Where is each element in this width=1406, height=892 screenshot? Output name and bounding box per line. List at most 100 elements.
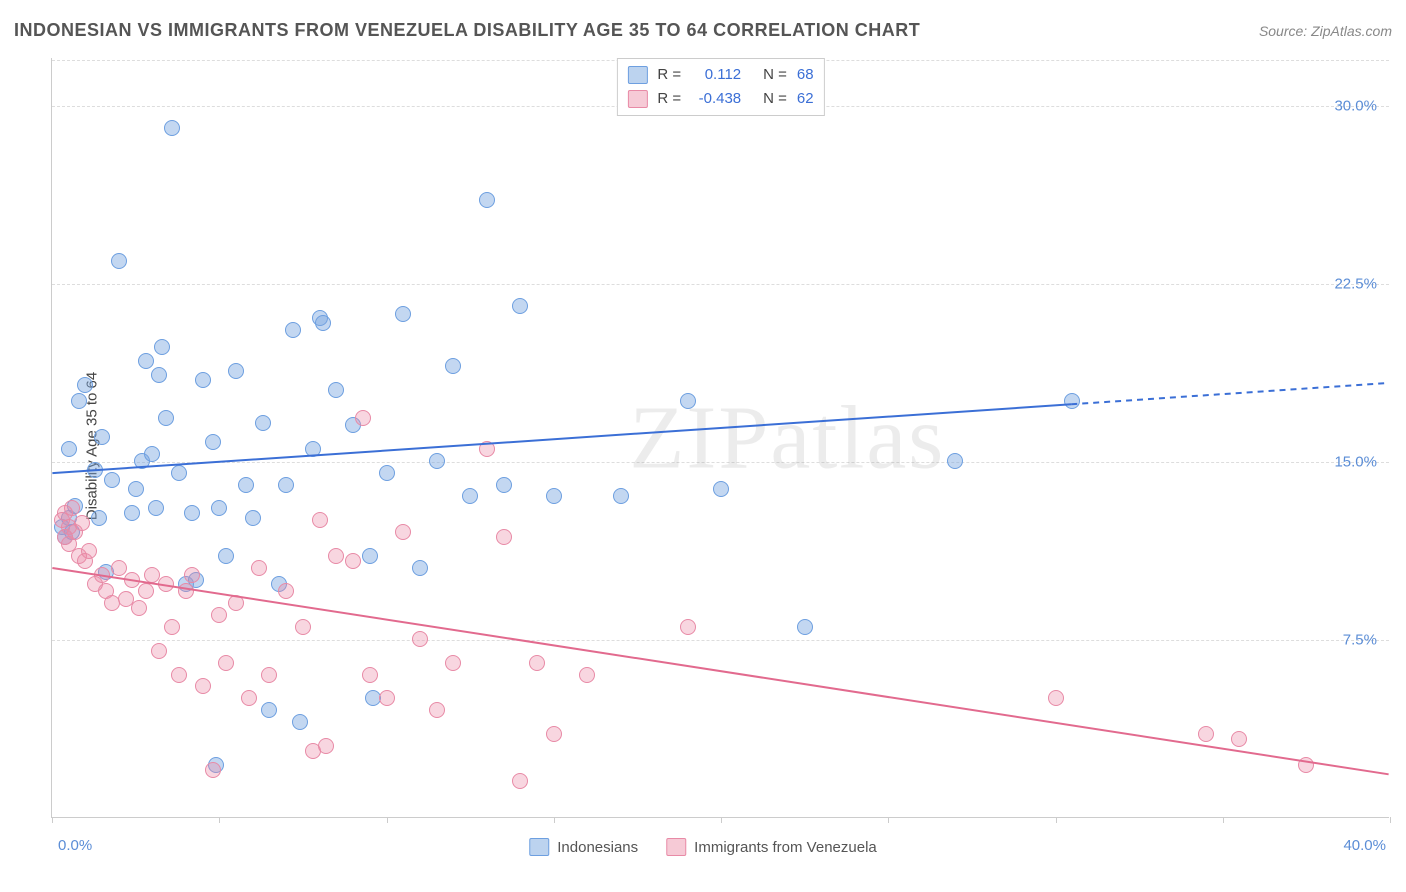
data-point bbox=[285, 322, 301, 338]
data-point bbox=[292, 714, 308, 730]
data-point bbox=[184, 567, 200, 583]
data-point bbox=[241, 690, 257, 706]
data-point bbox=[429, 702, 445, 718]
data-point bbox=[278, 583, 294, 599]
data-point bbox=[195, 372, 211, 388]
data-point bbox=[151, 643, 167, 659]
data-point bbox=[1298, 757, 1314, 773]
data-point bbox=[94, 429, 110, 445]
data-point bbox=[228, 363, 244, 379]
data-point bbox=[315, 315, 331, 331]
legend-n2-value: 62 bbox=[797, 87, 814, 111]
legend-r2-value: -0.438 bbox=[691, 87, 741, 111]
data-point bbox=[395, 306, 411, 322]
swatch-blue-icon bbox=[529, 838, 549, 856]
chart-source: Source: ZipAtlas.com bbox=[1259, 23, 1392, 39]
data-point bbox=[529, 655, 545, 671]
data-point bbox=[797, 619, 813, 635]
y-tick-label: 7.5% bbox=[1343, 631, 1377, 648]
data-point bbox=[1231, 731, 1247, 747]
legend-r1-value: 0.112 bbox=[691, 63, 741, 87]
data-point bbox=[164, 120, 180, 136]
data-point bbox=[680, 393, 696, 409]
data-point bbox=[144, 446, 160, 462]
data-point bbox=[111, 560, 127, 576]
legend-row-2: R = -0.438 N = 62 bbox=[627, 87, 813, 111]
data-point bbox=[579, 667, 595, 683]
data-point bbox=[228, 595, 244, 611]
data-point bbox=[171, 465, 187, 481]
data-point bbox=[546, 726, 562, 742]
data-point bbox=[395, 524, 411, 540]
legend-n1-value: 68 bbox=[797, 63, 814, 87]
data-point bbox=[328, 382, 344, 398]
x-tick bbox=[554, 817, 555, 823]
data-point bbox=[1048, 690, 1064, 706]
data-point bbox=[205, 434, 221, 450]
data-point bbox=[205, 762, 221, 778]
data-point bbox=[295, 619, 311, 635]
data-point bbox=[128, 481, 144, 497]
data-point bbox=[512, 773, 528, 789]
swatch-pink-icon bbox=[666, 838, 686, 856]
data-point bbox=[238, 477, 254, 493]
data-point bbox=[261, 702, 277, 718]
data-point bbox=[362, 548, 378, 564]
data-point bbox=[218, 655, 234, 671]
swatch-pink-icon bbox=[627, 90, 647, 108]
data-point bbox=[1198, 726, 1214, 742]
data-point bbox=[479, 192, 495, 208]
plot-area: ZIPatlas R = 0.112 N = 68 R = -0.438 N =… bbox=[51, 58, 1389, 818]
x-tick bbox=[387, 817, 388, 823]
data-point bbox=[412, 631, 428, 647]
data-point bbox=[158, 576, 174, 592]
data-point bbox=[195, 678, 211, 694]
data-point bbox=[462, 488, 478, 504]
data-point bbox=[151, 367, 167, 383]
data-point bbox=[154, 339, 170, 355]
legend-item-1: Indonesians bbox=[529, 838, 638, 856]
chart-header: INDONESIAN VS IMMIGRANTS FROM VENEZUELA … bbox=[14, 20, 1392, 41]
data-point bbox=[124, 505, 140, 521]
data-point bbox=[412, 560, 428, 576]
legend-series2-label: Immigrants from Venezuela bbox=[694, 839, 877, 856]
gridline bbox=[52, 462, 1389, 463]
data-point bbox=[218, 548, 234, 564]
data-point bbox=[211, 500, 227, 516]
data-point bbox=[362, 667, 378, 683]
data-point bbox=[104, 472, 120, 488]
chart-title: INDONESIAN VS IMMIGRANTS FROM VENEZUELA … bbox=[14, 20, 920, 41]
x-axis-min-label: 0.0% bbox=[58, 837, 92, 854]
data-point bbox=[496, 529, 512, 545]
data-point bbox=[124, 572, 140, 588]
x-tick bbox=[219, 817, 220, 823]
data-point bbox=[91, 510, 107, 526]
data-point bbox=[355, 410, 371, 426]
data-point bbox=[184, 505, 200, 521]
data-point bbox=[713, 481, 729, 497]
y-tick-label: 15.0% bbox=[1334, 453, 1377, 470]
data-point bbox=[345, 553, 361, 569]
data-point bbox=[445, 358, 461, 374]
legend-series1-label: Indonesians bbox=[557, 839, 638, 856]
x-axis-max-label: 40.0% bbox=[1343, 837, 1386, 854]
data-point bbox=[138, 583, 154, 599]
data-point bbox=[171, 667, 187, 683]
data-point bbox=[158, 410, 174, 426]
legend-n-label: N = bbox=[763, 87, 787, 111]
data-point bbox=[318, 738, 334, 754]
data-point bbox=[613, 488, 629, 504]
legend-item-2: Immigrants from Venezuela bbox=[666, 838, 877, 856]
data-point bbox=[255, 415, 271, 431]
data-point bbox=[328, 548, 344, 564]
legend-row-1: R = 0.112 N = 68 bbox=[627, 63, 813, 87]
data-point bbox=[77, 377, 93, 393]
data-point bbox=[87, 462, 103, 478]
data-point bbox=[164, 619, 180, 635]
data-point bbox=[1064, 393, 1080, 409]
data-point bbox=[148, 500, 164, 516]
data-point bbox=[546, 488, 562, 504]
data-point bbox=[379, 465, 395, 481]
x-tick bbox=[888, 817, 889, 823]
data-point bbox=[512, 298, 528, 314]
